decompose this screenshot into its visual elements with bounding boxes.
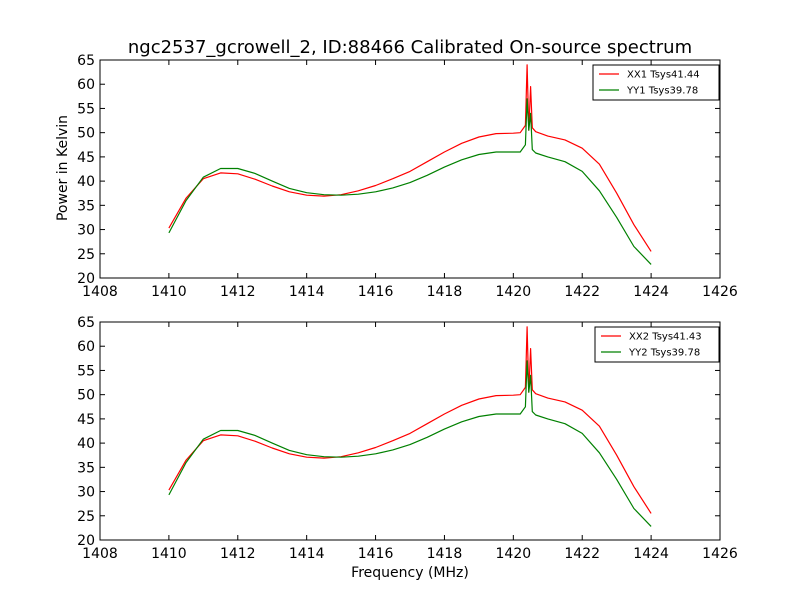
x-tick-label: 1418	[427, 284, 463, 300]
x-tick-label: 1422	[564, 546, 600, 562]
y-tick-label: 60	[77, 339, 95, 355]
x-tick-label: 1412	[220, 546, 256, 562]
y-tick-label: 20	[77, 533, 95, 549]
x-tick-label: 1426	[702, 284, 738, 300]
legend-label: XX2 Tsys41.43	[629, 332, 702, 343]
x-tick-label: 1408	[82, 284, 118, 300]
x-tick-label: 1414	[289, 284, 325, 300]
x-tick-label: 1410	[151, 284, 187, 300]
series-line-xx1	[168, 64, 652, 252]
x-tick-label: 1418	[427, 546, 463, 562]
y-tick-label: 25	[77, 509, 95, 525]
y-tick-label: 55	[77, 101, 95, 117]
y-tick-label: 20	[77, 271, 95, 287]
x-tick-label: 1424	[633, 546, 669, 562]
x-axis-label: Frequency (MHz)	[351, 565, 469, 581]
x-tick-label: 1420	[496, 284, 532, 300]
legend: XX2 Tsys41.43 YY2 Tsys39.78	[594, 326, 720, 363]
y-tick-label: 30	[77, 223, 95, 239]
x-tick-label: 1420	[496, 546, 532, 562]
series-line-yy2	[168, 360, 652, 527]
figure-title: ngc2537_gcrowell_2, ID:88466 Calibrated …	[128, 37, 692, 58]
y-tick-label: 60	[77, 77, 95, 93]
x-tick-label: 1416	[358, 546, 394, 562]
legend-label: YY2 Tsys39.78	[628, 348, 700, 359]
x-tick-label: 1410	[151, 546, 187, 562]
x-tick-label: 1408	[82, 546, 118, 562]
series-line-yy1	[168, 98, 652, 265]
y-tick-label: 30	[77, 485, 95, 501]
x-tick-label: 1424	[633, 284, 669, 300]
series-line-xx2	[168, 326, 652, 514]
y-axis-label: Power in Kelvin	[55, 115, 71, 221]
y-tick-label: 50	[77, 388, 95, 404]
legend-box	[592, 64, 720, 101]
x-tick-label: 1416	[358, 284, 394, 300]
y-tick-label: 45	[77, 150, 95, 166]
y-tick-label: 45	[77, 412, 95, 428]
y-tick-label: 65	[77, 53, 95, 69]
y-tick-label: 35	[77, 198, 95, 214]
y-tick-label: 65	[77, 315, 95, 331]
x-tick-label: 1412	[220, 284, 256, 300]
y-tick-label: 40	[77, 174, 95, 190]
x-tick-label: 1414	[289, 546, 325, 562]
legend-label: XX1 Tsys41.44	[627, 70, 700, 81]
legend-box	[594, 326, 720, 363]
y-tick-label: 50	[77, 126, 95, 142]
y-tick-label: 35	[77, 460, 95, 476]
x-tick-label: 1426	[702, 546, 738, 562]
bottom-subplot: 1408 1410 1412 1414 1416 1418 1420 1422 1424 1426…	[77, 315, 738, 562]
y-tick-label: 40	[77, 436, 95, 452]
x-tick-label: 1422	[564, 284, 600, 300]
legend: XX1 Tsys41.44 YY1 Tsys39.78	[592, 64, 720, 101]
y-tick-label: 55	[77, 363, 95, 379]
legend-label: YY1 Tsys39.78	[626, 86, 698, 97]
top-subplot: 1408 1410 1412 1414 1416 1418 1420 1422 1424 1426…	[77, 53, 738, 300]
y-tick-label: 25	[77, 247, 95, 263]
